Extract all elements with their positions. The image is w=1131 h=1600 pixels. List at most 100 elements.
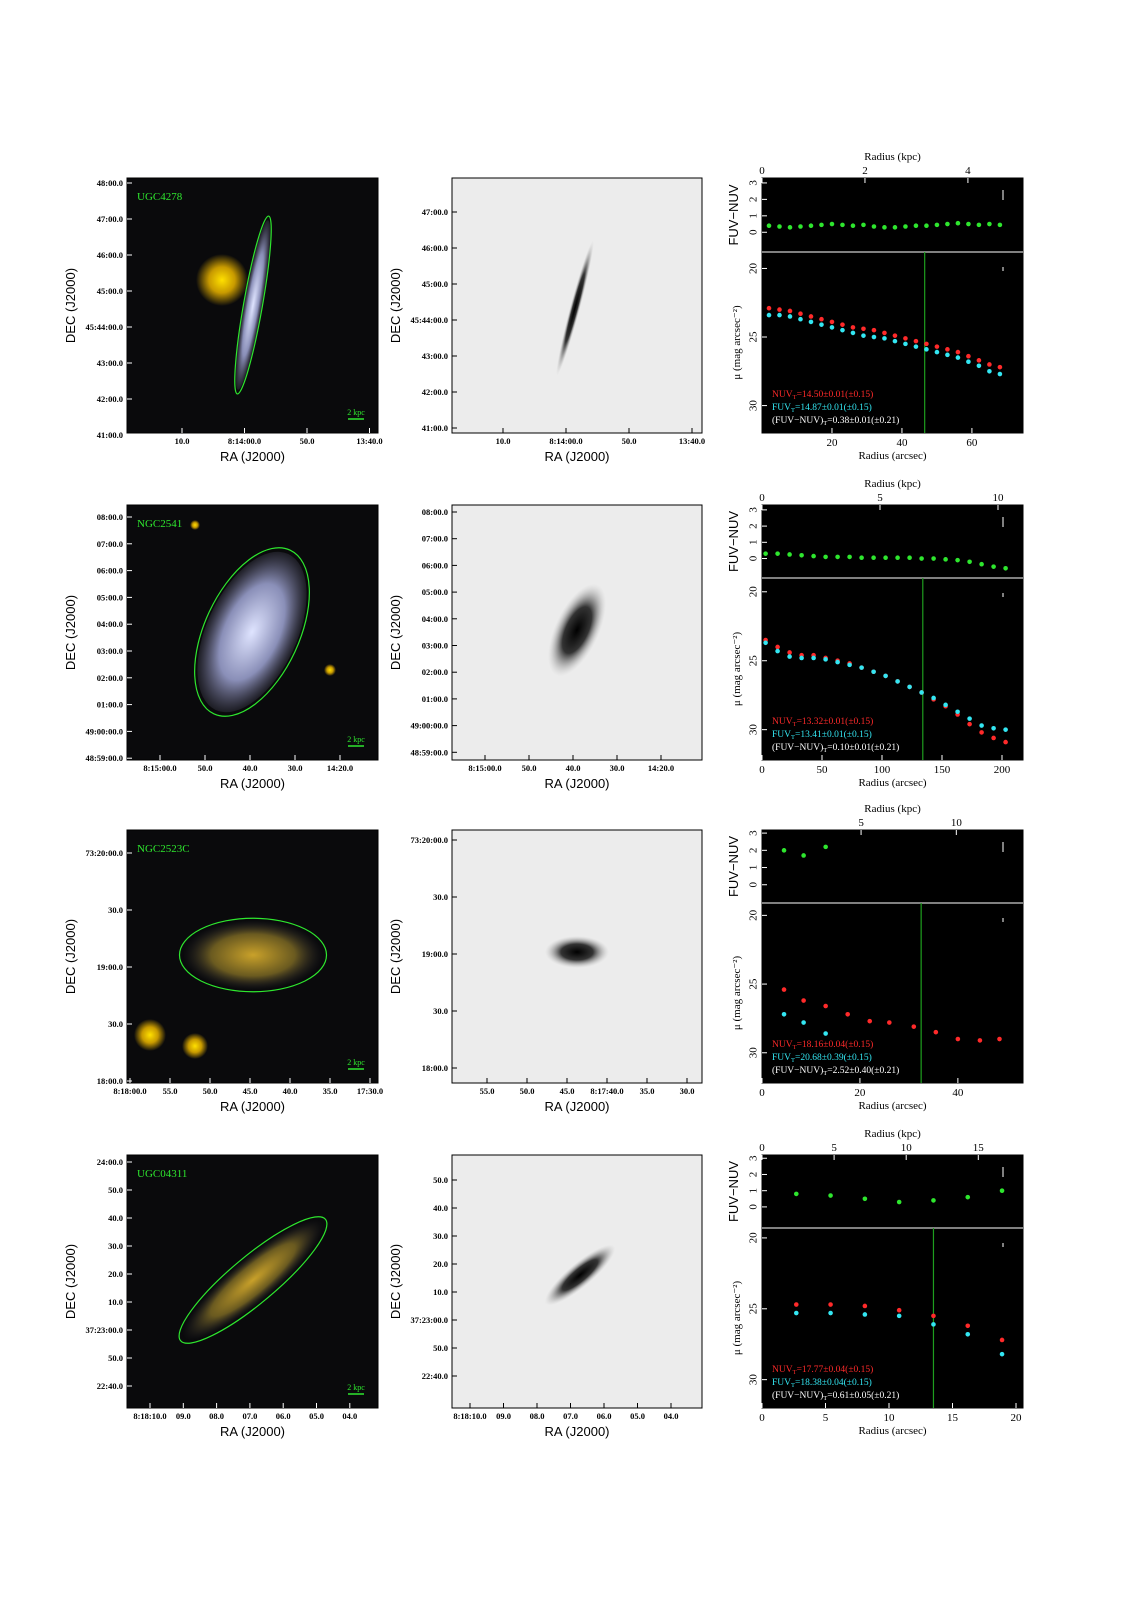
subscript: T xyxy=(793,1369,797,1376)
arcsec-tick-label: 5 xyxy=(823,1412,829,1424)
arcsec-tick-label: 20 xyxy=(1011,1412,1023,1424)
nuv-point xyxy=(793,1302,799,1307)
arcsec-tick-label: 0 xyxy=(759,1087,765,1099)
y-axis-label: DEC (J2000) xyxy=(63,268,78,343)
ra-tick-label: 8:18:10.0 xyxy=(453,1411,486,1421)
ra-tick-label: 13:40.0 xyxy=(356,436,382,446)
value: =0.38±0.01(±0.21) xyxy=(827,415,899,426)
dec-tick-label: 20.0 xyxy=(108,1269,123,1279)
dec-tick-label: 30.0 xyxy=(433,1231,448,1241)
nuv-point xyxy=(787,650,792,655)
fuv-point xyxy=(997,371,1003,377)
x-axis-label: RA (J2000) xyxy=(544,1424,609,1439)
dec-tick-label: 19:00.0 xyxy=(97,962,123,972)
kpc-tick-label: 15 xyxy=(973,1142,985,1154)
nuv-point xyxy=(976,358,982,363)
kpc-tick-label: 10 xyxy=(901,1142,913,1154)
galaxy xyxy=(235,220,271,390)
value: =2.52±0.40(±0.21) xyxy=(827,1065,899,1076)
nuv-point xyxy=(850,325,856,330)
fuv-point xyxy=(766,312,772,318)
galaxy-name: NGC2541 xyxy=(137,518,182,530)
nuv-point xyxy=(798,311,803,317)
nuv-point xyxy=(924,341,929,347)
dec-tick-label: 42:00.0 xyxy=(422,387,448,397)
y-axis-label: μ (mag arcsec⁻²) xyxy=(731,956,743,1031)
nuv-point xyxy=(997,364,1003,370)
fuv_nuv-point xyxy=(859,555,864,561)
fuv_nuv-point xyxy=(931,556,936,561)
fuv-point xyxy=(828,1310,833,1316)
ra-tick-label: 50.0 xyxy=(622,436,637,446)
ra-tick-label: 8:14:00.0 xyxy=(549,436,582,446)
fuv_nuv-point xyxy=(924,223,929,228)
profile-panel xyxy=(761,177,1024,434)
fuv-point xyxy=(799,655,804,661)
aperture-ellipse xyxy=(178,1216,328,1344)
star xyxy=(134,1019,166,1051)
fuv-point xyxy=(808,319,814,325)
profile-panel xyxy=(761,504,1024,761)
dec-tick-label: 73:20:00.0 xyxy=(410,835,448,845)
color-tick-label: 3 xyxy=(748,830,760,836)
color-tick-label: 3 xyxy=(748,1155,760,1161)
color-tick-label: 3 xyxy=(748,180,760,186)
ra-tick-label: 30.0 xyxy=(610,763,625,773)
star xyxy=(324,664,336,676)
fuv_nuv-point xyxy=(798,224,803,229)
fuv-point xyxy=(775,648,780,654)
mu-tick-label: 30 xyxy=(748,400,760,412)
fuv-point xyxy=(892,338,898,344)
ra-tick-label: 09.0 xyxy=(176,1411,191,1421)
fuv-point xyxy=(823,657,828,662)
color-tick-label: 2 xyxy=(748,197,760,203)
dec-tick-label: 45:00.0 xyxy=(97,286,123,296)
arcsec-tick-label: 0 xyxy=(759,764,765,776)
fuv-point xyxy=(798,316,803,322)
dec-tick-label: 03:00.0 xyxy=(97,646,123,656)
fuv_nuv-point xyxy=(828,1193,833,1198)
fuv_nuv-point xyxy=(931,1198,936,1203)
nuv-point xyxy=(808,314,814,319)
fuv-point xyxy=(1003,727,1008,732)
kpc-tick-label: 0 xyxy=(759,1142,765,1154)
galaxy-name: UGC04311 xyxy=(137,1168,187,1180)
color-tick-label: 2 xyxy=(748,523,760,529)
arcsec-tick-label: 150 xyxy=(934,764,951,776)
y-axis-label: DEC (J2000) xyxy=(63,919,78,994)
ra-tick-label: 10.0 xyxy=(496,436,511,446)
fuv-point xyxy=(835,659,840,665)
dec-tick-label: 03:00.0 xyxy=(422,641,448,651)
fuv-point xyxy=(943,702,948,708)
nuv-point xyxy=(871,327,877,333)
dec-tick-label: 10.0 xyxy=(433,1287,448,1297)
fuv_nuv-point xyxy=(976,222,982,228)
fuv_nuv-point xyxy=(871,555,876,561)
band: (FUV−NUV) xyxy=(772,1390,823,1401)
fuv_nuv-point xyxy=(883,555,888,561)
total-magnitude: FUVT=20.68±0.39(±0.15) xyxy=(772,1052,872,1064)
fuv_nuv-point xyxy=(892,225,898,230)
kpc-tick-label: 0 xyxy=(759,492,765,504)
fuv_nuv-point xyxy=(871,224,877,229)
total-magnitude: FUVT=14.87±0.01(±0.15) xyxy=(772,402,872,414)
arcsec-tick-label: 200 xyxy=(994,764,1011,776)
kpc-tick-label: 5 xyxy=(858,817,864,829)
band: (FUV−NUV) xyxy=(772,415,823,426)
x2-axis-label: Radius (kpc) xyxy=(864,151,921,163)
mu-tick-label: 20 xyxy=(748,909,760,921)
mu-tick-label: 20 xyxy=(748,262,760,274)
band: FUV xyxy=(772,730,791,740)
ra-tick-label: 30.0 xyxy=(288,763,303,773)
fuv_nuv-point xyxy=(781,848,787,853)
kpc-tick-label: 2 xyxy=(862,165,868,177)
dec-tick-label: 47:00.0 xyxy=(422,207,448,217)
fuv_nuv-point xyxy=(896,1199,902,1205)
x-axis-label: RA (J2000) xyxy=(544,776,609,791)
ra-tick-label: 14:20.0 xyxy=(648,763,674,773)
y-axis-label: DEC (J2000) xyxy=(388,919,403,994)
fuv_nuv-point xyxy=(903,224,908,229)
value: =0.61±0.05(±0.21) xyxy=(827,1390,899,1401)
ra-tick-label: 08.0 xyxy=(530,1411,545,1421)
fuv_nuv-point xyxy=(793,1191,799,1197)
